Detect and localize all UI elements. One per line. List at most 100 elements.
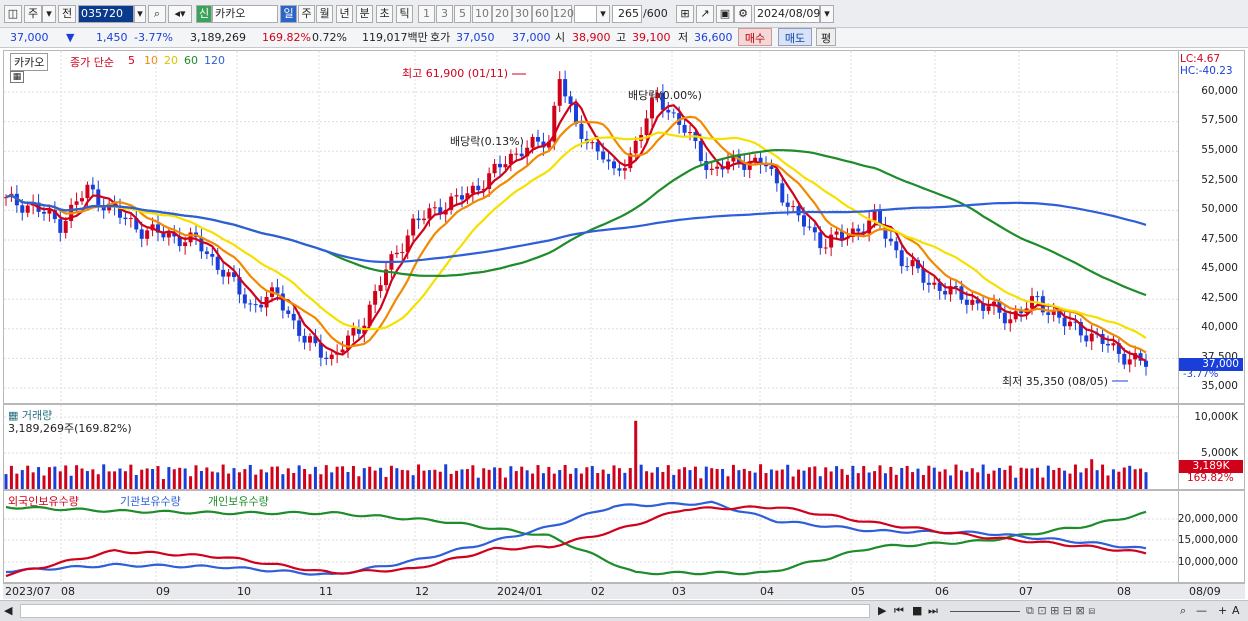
- chevron-down-icon[interactable]: ▾: [134, 5, 146, 23]
- candle-body: [671, 112, 676, 114]
- volume-title-text: 거래량: [21, 409, 53, 422]
- tab-week[interactable]: 주: [298, 5, 315, 23]
- chevron-down-icon[interactable]: ▾: [820, 5, 834, 23]
- font-size-icon[interactable]: A: [1232, 604, 1240, 617]
- volume-bar: [346, 472, 350, 489]
- candle-body: [118, 206, 122, 218]
- tab-day[interactable]: 일: [280, 5, 297, 23]
- candle-body: [123, 217, 128, 220]
- tab-second[interactable]: 초: [376, 5, 393, 23]
- volume-bar: [645, 471, 649, 489]
- candle-body: [1144, 360, 1148, 367]
- candle-body: [313, 336, 318, 344]
- buy-button[interactable]: 매수: [738, 28, 772, 46]
- candle-body: [937, 282, 942, 291]
- scroll-track[interactable]: [20, 604, 870, 618]
- candle-body: [384, 269, 388, 286]
- candle-body: [959, 286, 964, 300]
- tab-year[interactable]: 년: [336, 5, 353, 23]
- candle-body: [981, 303, 986, 311]
- period-button[interactable]: 주: [24, 5, 42, 23]
- num-button-5[interactable]: 5: [454, 5, 471, 23]
- volume-bar: [118, 468, 122, 489]
- num-button-1[interactable]: 1: [418, 5, 435, 23]
- last-icon[interactable]: ⏭: [928, 604, 938, 617]
- chevron-down-icon[interactable]: ▾: [42, 5, 56, 23]
- layout-icons[interactable]: ⧉ ⊡ ⊞ ⊟ ⊠ ⧈: [1026, 604, 1096, 617]
- first-icon[interactable]: ⏮: [894, 604, 904, 617]
- candle-body: [1019, 311, 1024, 314]
- candle-body: [905, 266, 910, 268]
- tab-minute[interactable]: 분: [356, 5, 373, 23]
- num-button-60[interactable]: 60: [532, 5, 552, 23]
- tab-month[interactable]: 월: [316, 5, 333, 23]
- scroll-right-icon[interactable]: ▶: [878, 604, 887, 617]
- volume-bar: [655, 467, 659, 489]
- candle-body: [807, 226, 812, 228]
- minus-icon[interactable]: —: [1196, 604, 1207, 617]
- y-label: 40,000: [1201, 321, 1238, 333]
- candle-body: [1051, 310, 1056, 315]
- candle-body: [503, 164, 508, 168]
- volume-bar: [227, 473, 231, 489]
- count-field[interactable]: 265: [612, 5, 642, 23]
- volume-bar: [476, 477, 480, 489]
- prev-button[interactable]: 전: [58, 5, 76, 23]
- volume-bar: [715, 469, 719, 489]
- scroll-bar[interactable]: ◀ ▶ ⏮ ■ ⏭ ⧉ ⊡ ⊞ ⊟ ⊠ ⧈ ⌕ — + A: [0, 600, 1248, 621]
- ma-line-10: [5, 115, 1147, 354]
- volume-bar: [987, 473, 991, 489]
- price-chart-pane[interactable]: 카카오 종가 단순 5 10 20 60 120 ▦ 최고 61,900 (01…: [3, 50, 1179, 404]
- num-button-20[interactable]: 20: [492, 5, 512, 23]
- volume-bar: [199, 470, 203, 489]
- volume-bar: [26, 465, 30, 489]
- candle-body: [802, 215, 806, 227]
- volume-bar: [558, 470, 562, 489]
- candle-body: [4, 197, 8, 199]
- stop-icon[interactable]: ■: [912, 604, 923, 617]
- num-button-120[interactable]: 120: [552, 5, 574, 23]
- plus-icon[interactable]: +: [1218, 604, 1228, 617]
- holding-pane[interactable]: 외국인보유수량 기관보유수량 개인보유수량: [3, 490, 1179, 583]
- stock-code-input[interactable]: 035720: [78, 5, 134, 23]
- sell-button[interactable]: 매도: [778, 28, 812, 46]
- num-button-30[interactable]: 30: [512, 5, 532, 23]
- volume-bar: [395, 468, 399, 489]
- scroll-left-icon[interactable]: ◀: [4, 604, 13, 617]
- candle-body: [318, 343, 323, 358]
- num-button-3[interactable]: 3: [436, 5, 453, 23]
- volume-bar: [156, 466, 160, 489]
- chart-icon[interactable]: ◫: [4, 5, 22, 23]
- indicator-icon[interactable]: ⊞: [676, 5, 694, 23]
- date-field[interactable]: 2024/08/09: [754, 5, 820, 23]
- tab-tick[interactable]: 틱: [396, 5, 413, 23]
- chevron-down-icon[interactable]: ▾: [596, 5, 610, 23]
- candle-body: [487, 173, 492, 189]
- gear-icon[interactable]: ⚙: [734, 5, 752, 23]
- volume-title: ▦ 거래량: [8, 409, 53, 422]
- zoom-icon[interactable]: ⌕: [1180, 604, 1187, 617]
- volume-bar: [487, 469, 491, 489]
- candle-body: [568, 96, 573, 104]
- volume-bar: [601, 469, 605, 489]
- zoom-slider[interactable]: [950, 611, 1020, 612]
- save-icon[interactable]: ▣: [716, 5, 734, 23]
- ma-legend-main: 종가 단순: [70, 56, 114, 69]
- volume-bar: [1057, 467, 1061, 489]
- volume-pane[interactable]: ▦ 거래량 3,189,269주(169.82%): [3, 404, 1179, 490]
- volume-bar: [547, 466, 551, 489]
- candle-body: [128, 218, 133, 220]
- volume-bar: [58, 471, 62, 489]
- search-icon[interactable]: ⌕: [148, 5, 166, 23]
- stock-name-field[interactable]: 카카오: [212, 5, 278, 23]
- candle-body: [753, 157, 758, 163]
- num-button-10[interactable]: 10: [472, 5, 492, 23]
- volume-bar: [362, 468, 366, 489]
- speaker-icon[interactable]: ◂▾: [168, 5, 192, 23]
- eval-button[interactable]: 평: [816, 28, 836, 46]
- candle-body: [1057, 310, 1062, 318]
- draw-tool-icon[interactable]: ↗: [696, 5, 714, 23]
- table-icon[interactable]: ▦: [10, 71, 24, 83]
- candle-body: [650, 98, 654, 119]
- volume-bar: [379, 467, 383, 489]
